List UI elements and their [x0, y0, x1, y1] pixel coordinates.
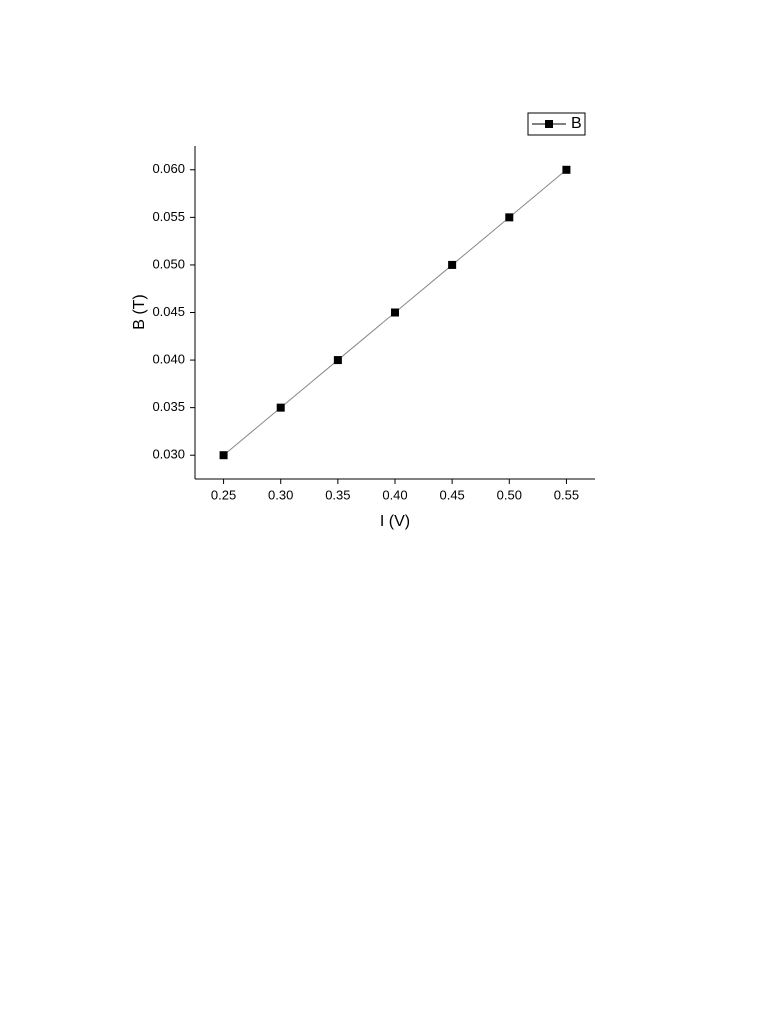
x-tick-label: 0.55: [554, 487, 579, 502]
x-tick-label: 0.50: [497, 487, 522, 502]
data-point: [333, 356, 342, 365]
legend-label: B: [571, 115, 582, 132]
y-tick-label: 0.035: [152, 399, 185, 414]
x-axis-label: I (V): [380, 513, 410, 530]
data-point: [448, 260, 457, 269]
data-point: [391, 308, 399, 317]
legend-marker: [545, 120, 553, 128]
data-point: [505, 213, 514, 222]
data-point: [276, 403, 285, 412]
x-tick-label: 0.40: [382, 487, 407, 502]
x-tick-label: 0.25: [211, 487, 236, 502]
y-tick-label: 0.060: [152, 161, 185, 176]
data-point: [219, 451, 228, 460]
y-axis-label: B (T): [131, 294, 148, 330]
y-tick-label: 0.050: [152, 256, 185, 271]
y-tick-label: 0.045: [152, 304, 185, 319]
y-tick-label: 0.030: [152, 447, 185, 462]
data-point: [562, 165, 571, 174]
x-tick-label: 0.30: [268, 487, 293, 502]
y-tick-label: 0.040: [152, 352, 185, 367]
x-tick-label: 0.35: [325, 487, 350, 502]
x-tick-label: 0.45: [439, 487, 464, 502]
y-tick-label: 0.055: [152, 209, 185, 224]
